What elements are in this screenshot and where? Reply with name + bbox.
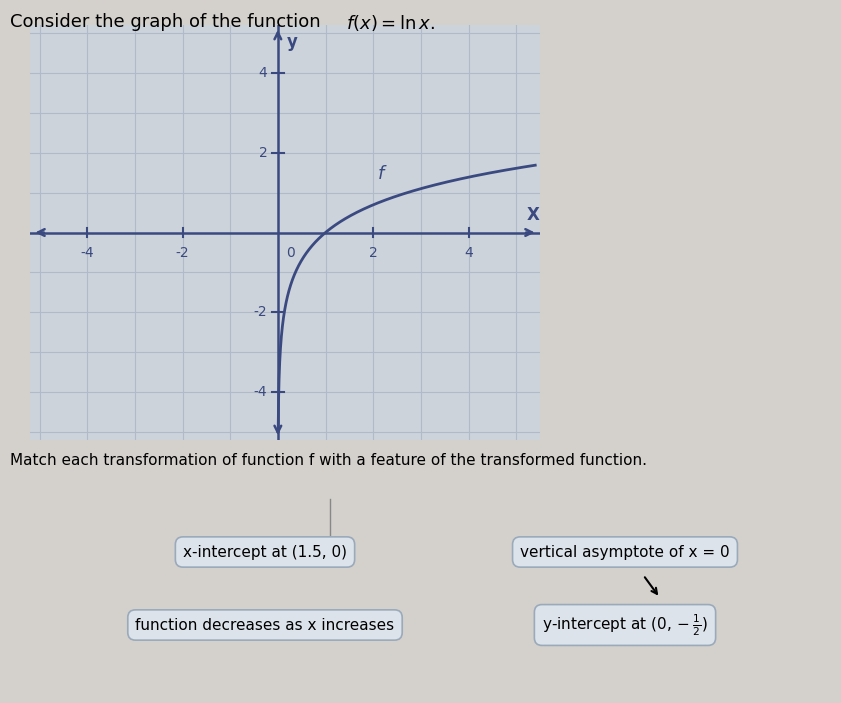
Text: 2: 2: [369, 247, 378, 261]
Text: 2: 2: [259, 146, 267, 160]
Text: $f(x) = \ln x$.: $f(x) = \ln x$.: [346, 13, 436, 32]
Text: y: y: [287, 33, 298, 51]
Text: -2: -2: [176, 247, 189, 261]
Text: y-intercept at $(0, -\frac{1}{2})$: y-intercept at $(0, -\frac{1}{2})$: [542, 612, 708, 638]
Text: Match each transformation of function f with a feature of the transformed functi: Match each transformation of function f …: [10, 453, 647, 468]
Text: vertical asymptote of x = 0: vertical asymptote of x = 0: [521, 545, 730, 560]
Text: Consider the graph of the function: Consider the graph of the function: [10, 13, 326, 31]
Text: 0: 0: [287, 247, 295, 261]
Text: -2: -2: [254, 305, 267, 319]
Text: 4: 4: [464, 247, 473, 261]
Text: function decreases as x increases: function decreases as x increases: [135, 617, 394, 633]
Text: f: f: [378, 165, 384, 183]
Text: X: X: [526, 206, 539, 224]
Text: -4: -4: [254, 385, 267, 399]
Text: x-intercept at (1.5, 0): x-intercept at (1.5, 0): [183, 545, 347, 560]
Text: 4: 4: [259, 66, 267, 80]
Text: -4: -4: [81, 247, 94, 261]
